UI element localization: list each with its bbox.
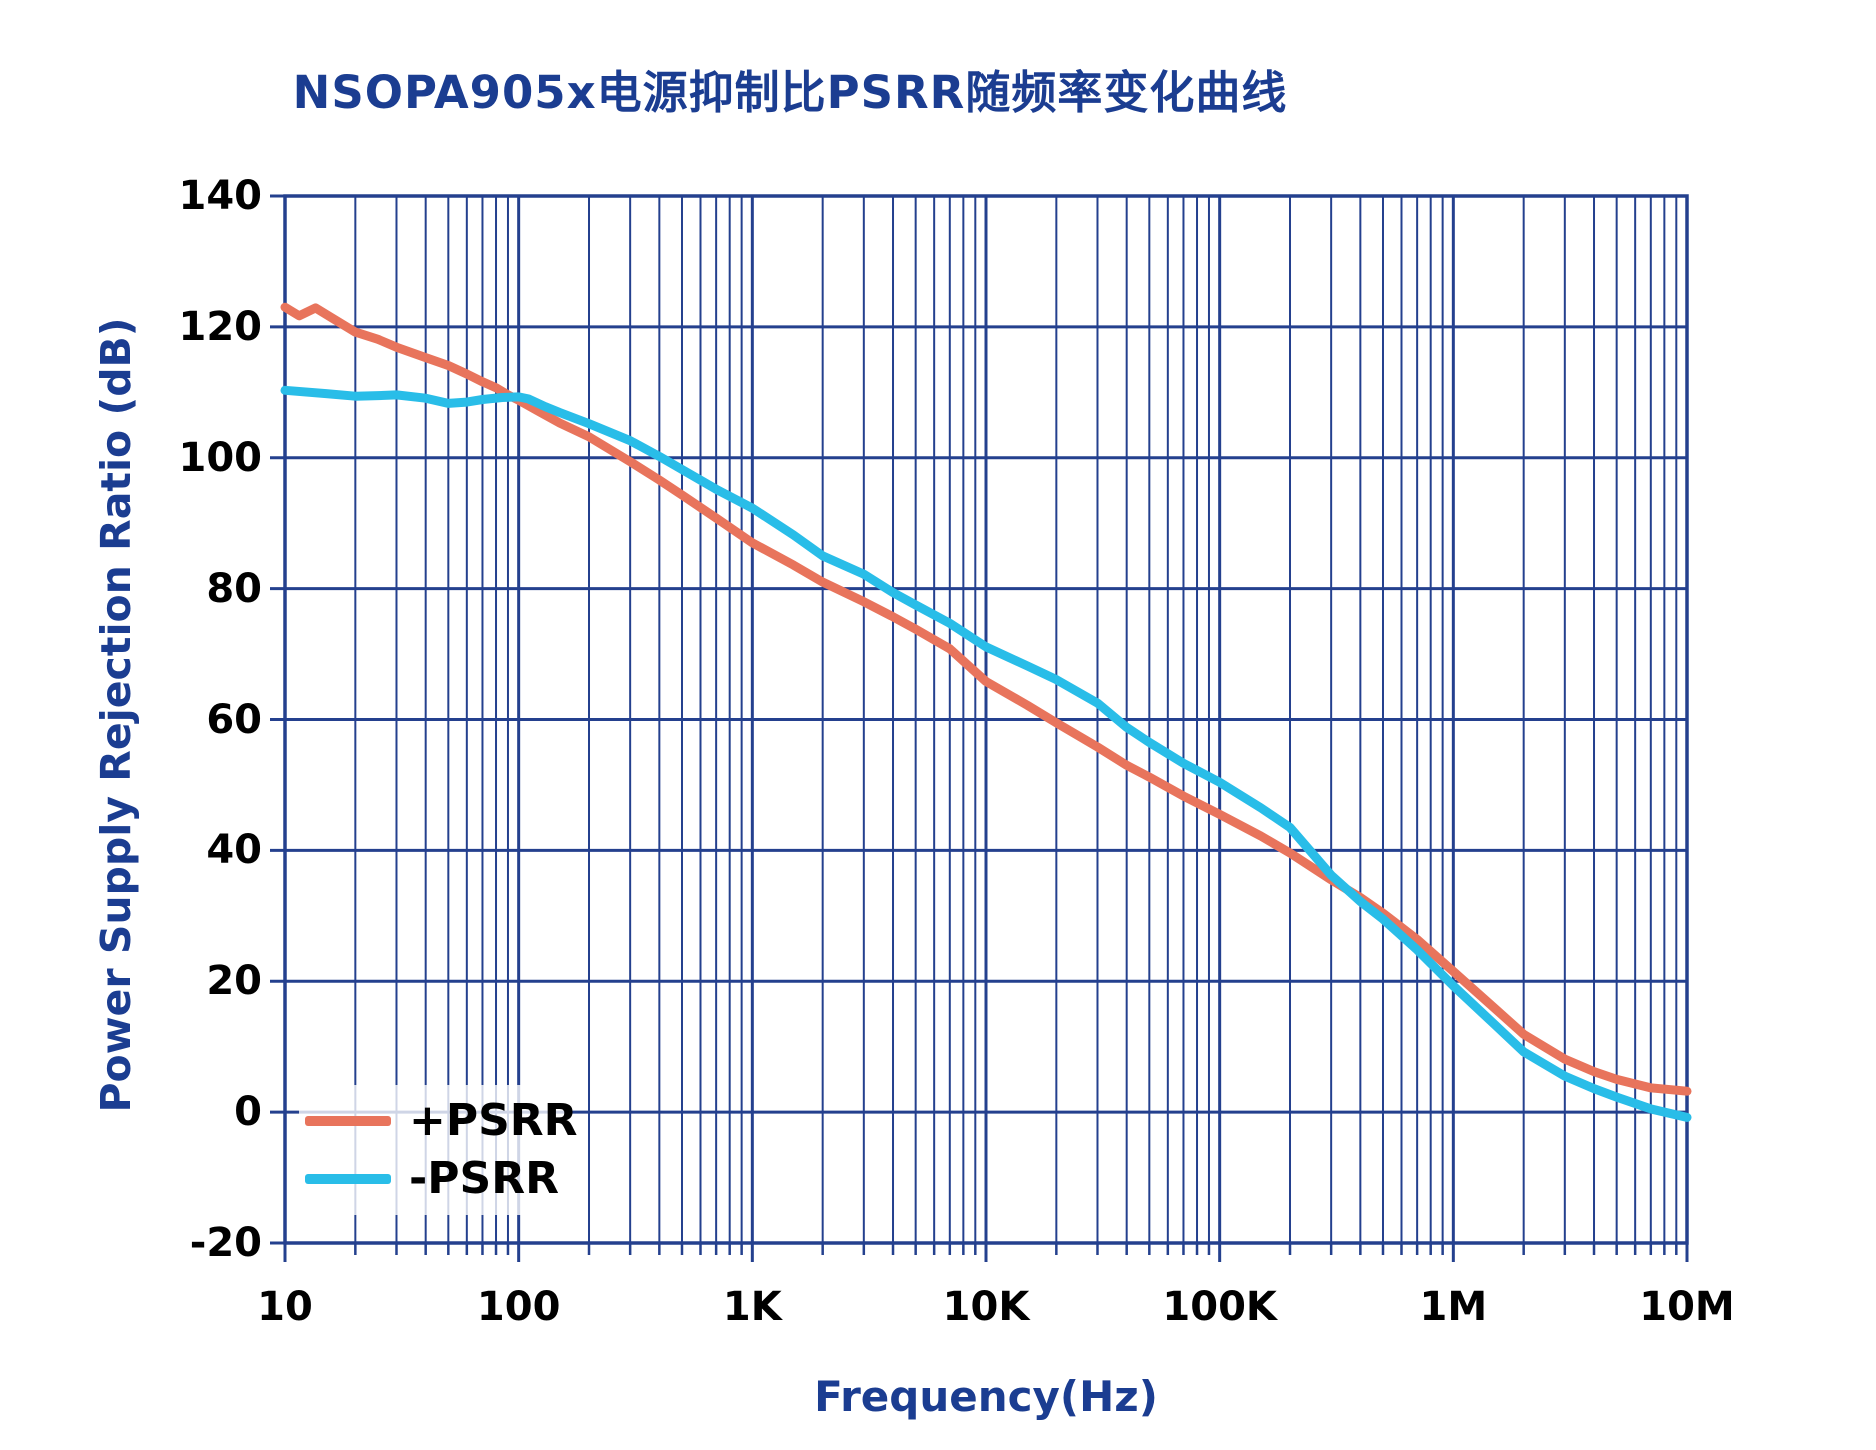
y-tick-label: 80 [206,565,262,612]
chart-title: NSOPA905x电源抑制比PSRR随频率变化曲线 [292,66,1288,119]
x-tick-label: 10M [1639,1284,1735,1330]
x-tick-label: 100 [476,1284,561,1330]
legend: +PSRR -PSRR [299,1085,578,1215]
minus-psrr-line-swatch [305,1174,391,1184]
plus-psrr-curve [280,302,1692,1096]
y-tick-label: 0 [234,1089,262,1136]
minus-psrr-curve [280,385,1692,1122]
y-tick-label: 140 [178,173,263,219]
legend-item-minus-psrr: -PSRR [305,1157,567,1201]
plus-psrr-line-swatch [305,1116,391,1126]
y-tick-label: 100 [178,434,263,481]
legend-label-minus-psrr: -PSRR [409,1153,559,1204]
y-tick-label: -20 [189,1220,262,1266]
plot-frame [283,194,1689,1245]
x-tick-label: 10K [942,1284,1030,1330]
y-tick-label: 120 [178,303,263,350]
legend-item-plus-psrr: +PSRR [305,1099,578,1143]
x-tick-label: 10 [257,1284,313,1330]
x-axis-title: Frequency(Hz) [814,1372,1158,1421]
y-tick-label: 20 [206,958,262,1005]
legend-label-plus-psrr: +PSRR [409,1095,578,1146]
x-tick-label: 1K [722,1284,782,1330]
y-tick-label: 60 [206,696,262,743]
x-tick-label: 1M [1419,1284,1488,1330]
y-tick-label: 40 [206,827,262,874]
x-tick-label: 100K [1162,1284,1277,1330]
